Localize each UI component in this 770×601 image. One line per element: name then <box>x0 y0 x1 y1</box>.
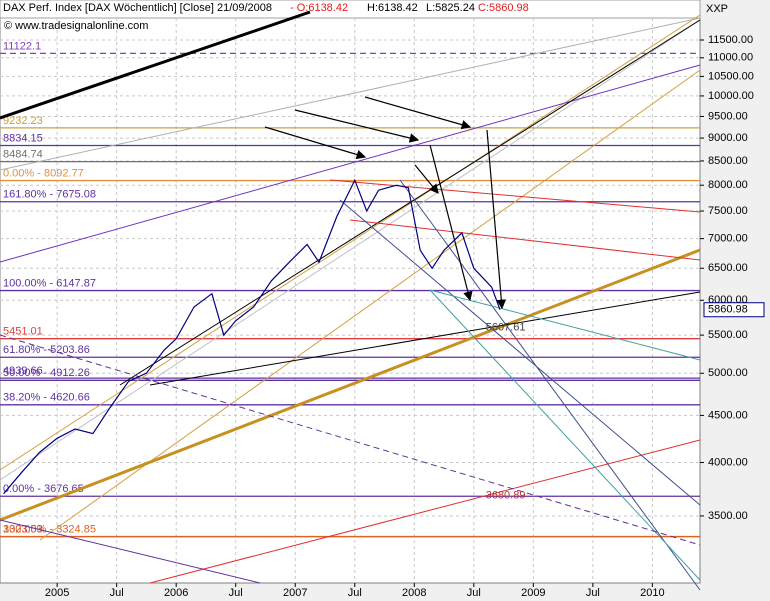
annotation: 3680.89 <box>486 490 526 502</box>
arrow <box>264 126 367 160</box>
header-bar <box>0 0 701 19</box>
y-tick-label: 10000.00 <box>708 90 754 102</box>
level-label: 8834.15 <box>3 132 43 144</box>
trend-line <box>0 19 701 481</box>
y-tick-label: 5500.00 <box>708 329 748 341</box>
arrow <box>486 129 507 310</box>
trend-line <box>0 248 701 522</box>
y-tick-label: 8000.00 <box>708 179 748 191</box>
level-label: 11122.1 <box>3 40 41 52</box>
arrow <box>294 109 420 143</box>
level-label: 4939.66 <box>3 365 43 377</box>
levels: 11122.1 9232.23 8834.15 8484.74 0.00% - 8092… <box>0 40 700 538</box>
level-label: 161.80% - 7675.08 <box>3 189 96 201</box>
trend-line <box>149 439 701 584</box>
y-tick-label: 11500.00 <box>708 34 753 46</box>
level-label: 50.00% - 4912.26 <box>3 367 90 379</box>
trend-line <box>349 219 701 261</box>
x-tick-label: Jul <box>229 587 243 599</box>
y-tick-label: 7000.00 <box>708 233 748 245</box>
x-tick-label: 2007 <box>283 587 307 599</box>
ohlc-high: H:6138.42 <box>367 2 418 14</box>
level-label: 0.00% - 3676.65 <box>3 483 84 495</box>
y-tick-label: 4000.00 <box>708 456 748 468</box>
ohlc-close: C:5860.98 <box>478 2 529 14</box>
ohlc-open: - O:6138.42 <box>290 2 348 14</box>
y-tick-label: 8500.00 <box>708 155 748 167</box>
trend-lines <box>0 10 701 591</box>
trend-line <box>429 289 701 361</box>
y-tick-label: 4500.00 <box>708 409 748 421</box>
trend-line <box>339 199 701 506</box>
y-tick-label: 11000.00 <box>708 52 753 64</box>
axis-code: XXP <box>706 3 728 15</box>
level-label: 0.00% - 8092.77 <box>3 167 84 179</box>
arrow <box>429 144 473 302</box>
trend-line <box>0 14 701 471</box>
last-price-label: 5860.98 <box>708 304 748 316</box>
x-tick-label: Jul <box>467 587 481 599</box>
arrow <box>364 96 472 130</box>
trend-line <box>0 334 701 546</box>
ohlc-low: L:5825.24 <box>426 2 475 14</box>
level-label: 9232.23 <box>3 115 43 127</box>
arrows <box>264 96 507 310</box>
x-tick-label: 2006 <box>164 587 188 599</box>
trend-line <box>149 291 701 386</box>
y-tick-label: 5000.00 <box>708 367 748 379</box>
x-tick-label: Jul <box>110 587 124 599</box>
level-label: 100.00% - 6147.87 <box>3 277 96 289</box>
level-label: 3323.53 <box>3 524 43 536</box>
x-tick-label: 2010 <box>640 587 664 599</box>
series: 3680.89 5607.61 <box>3 178 526 502</box>
x-tick-label: 2005 <box>45 587 69 599</box>
trend-line <box>119 19 701 386</box>
level-label: 8484.74 <box>3 149 43 161</box>
trend-line <box>399 179 701 591</box>
trend-line <box>0 10 311 120</box>
axes: 3500.004000.004500.005000.005500.006000.… <box>45 34 765 599</box>
annotation: 5607.61 <box>486 321 526 333</box>
trend-line <box>0 519 261 584</box>
y-tick-label: 6500.00 <box>708 262 748 274</box>
trend-line <box>329 179 701 213</box>
price-line <box>3 178 501 495</box>
source: © www.tradesignalonline.com <box>4 20 148 32</box>
trend-line <box>0 17 701 171</box>
x-tick-label: 2009 <box>521 587 545 599</box>
chart-title: DAX Perf. Index [DAX Wöchentlich] [Close… <box>3 2 272 14</box>
y-tick-label: 10500.00 <box>708 70 754 82</box>
y-tick-label: 9000.00 <box>708 132 748 144</box>
level-label: 38.20% - 4620.66 <box>3 392 90 404</box>
x-tick-label: Jul <box>348 587 362 599</box>
y-tick-label: 7500.00 <box>708 205 748 217</box>
trend-line <box>0 64 701 263</box>
level-label: 61.80% - 5203.86 <box>3 344 90 356</box>
y-tick-label: 3500.00 <box>708 510 748 522</box>
x-tick-label: Jul <box>586 587 600 599</box>
level-label: 5451.01 <box>3 326 43 338</box>
x-tick-label: 2008 <box>402 587 426 599</box>
grid <box>0 18 700 583</box>
last-price-box <box>703 302 765 318</box>
arrow <box>414 164 439 194</box>
y-tick-label: 9500.00 <box>708 110 748 122</box>
